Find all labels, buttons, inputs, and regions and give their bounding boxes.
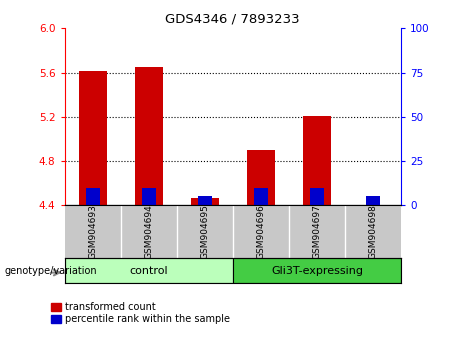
Bar bbox=[247, 150, 275, 205]
Legend: transformed count, percentile rank within the sample: transformed count, percentile rank withi… bbox=[51, 302, 230, 324]
Text: GSM904693: GSM904693 bbox=[88, 204, 97, 259]
FancyBboxPatch shape bbox=[65, 258, 233, 283]
Text: GSM904697: GSM904697 bbox=[313, 204, 321, 259]
Bar bbox=[254, 188, 268, 205]
Bar bbox=[86, 188, 100, 205]
Text: GSM904694: GSM904694 bbox=[144, 205, 153, 259]
Bar bbox=[303, 116, 331, 205]
Text: control: control bbox=[130, 266, 168, 276]
Text: Gli3T-expressing: Gli3T-expressing bbox=[271, 266, 363, 276]
Text: genotype/variation: genotype/variation bbox=[5, 266, 97, 276]
Text: GSM904696: GSM904696 bbox=[256, 204, 266, 259]
Bar bbox=[198, 196, 212, 205]
Bar bbox=[135, 67, 163, 205]
Bar bbox=[78, 72, 106, 205]
Bar bbox=[142, 188, 156, 205]
Title: GDS4346 / 7893233: GDS4346 / 7893233 bbox=[165, 13, 300, 26]
Bar bbox=[366, 196, 380, 205]
FancyBboxPatch shape bbox=[233, 258, 401, 283]
Text: GSM904695: GSM904695 bbox=[200, 204, 209, 259]
Bar bbox=[310, 188, 324, 205]
Bar bbox=[191, 198, 219, 205]
Text: GSM904698: GSM904698 bbox=[368, 204, 378, 259]
